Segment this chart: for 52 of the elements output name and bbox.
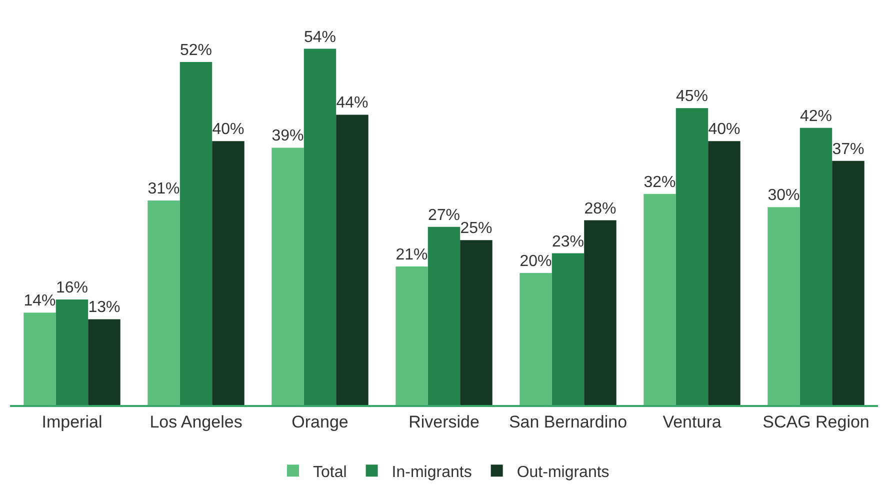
bar — [644, 194, 676, 405]
bar — [336, 114, 368, 405]
data-label: 39% — [272, 128, 304, 145]
bar — [768, 207, 800, 405]
data-label: 54% — [304, 28, 336, 46]
bar — [180, 62, 212, 405]
bar — [676, 108, 708, 405]
x-tick-label: Orange — [292, 412, 348, 432]
data-label: 40% — [212, 121, 244, 138]
data-label: 37% — [832, 140, 864, 158]
bar — [24, 312, 56, 405]
x-tick-label: Imperial — [42, 412, 102, 432]
bar — [148, 200, 180, 405]
x-tick-label: Riverside — [408, 412, 480, 432]
data-label: 20% — [520, 253, 552, 270]
bar — [428, 226, 460, 405]
data-label: 13% — [88, 299, 120, 316]
bar — [56, 299, 88, 405]
data-label: 28% — [584, 200, 616, 218]
bar — [212, 141, 244, 405]
data-label: 44% — [336, 94, 368, 112]
bar — [272, 148, 304, 405]
x-tick-label: Los Angeles — [150, 412, 242, 432]
data-label: 21% — [396, 246, 428, 264]
data-label: 14% — [24, 292, 56, 310]
x-tick-label: San Bernardino — [508, 412, 628, 432]
data-label: 23% — [552, 233, 584, 250]
data-label: 27% — [428, 206, 460, 224]
data-label: 45% — [676, 88, 708, 106]
data-label: 40% — [708, 121, 740, 138]
legend-label: Total — [313, 464, 347, 481]
bar — [88, 319, 120, 405]
data-label: 30% — [768, 187, 800, 204]
x-tick-label: Ventura — [662, 412, 722, 432]
data-label: 25% — [460, 220, 492, 238]
x-tick-label: SCAG Region — [762, 412, 870, 432]
data-label: 32% — [644, 174, 676, 191]
bar — [832, 160, 864, 405]
legend-label: Out-migrants — [516, 464, 610, 481]
data-label: 16% — [56, 279, 88, 296]
data-label: 42% — [800, 108, 832, 125]
bar — [520, 273, 552, 405]
bar — [708, 141, 740, 405]
data-label: 52% — [180, 42, 212, 59]
bar — [584, 220, 616, 405]
bar — [304, 48, 336, 405]
bar — [552, 253, 584, 405]
bar — [396, 266, 428, 405]
bar — [460, 240, 492, 405]
data-label: 31% — [148, 180, 180, 198]
bar — [800, 128, 832, 405]
legend-label: In-migrants — [392, 464, 472, 481]
